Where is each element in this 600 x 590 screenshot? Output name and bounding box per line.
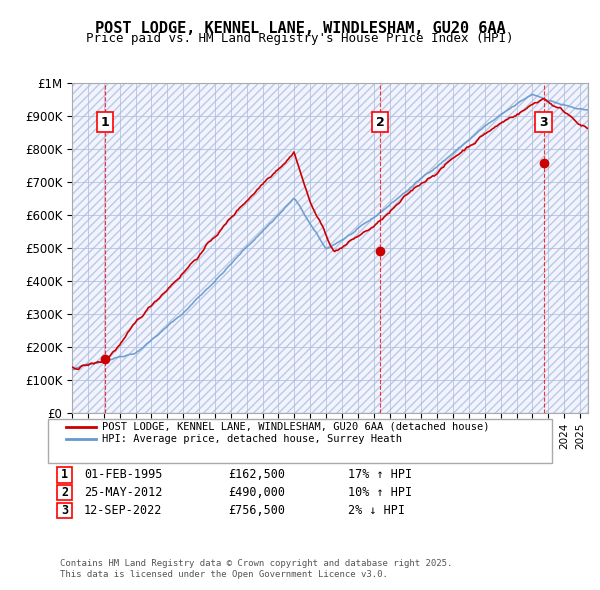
Text: 1: 1 — [101, 116, 109, 129]
Text: 2% ↓ HPI: 2% ↓ HPI — [348, 504, 405, 517]
Text: HPI: Average price, detached house, Surrey Heath: HPI: Average price, detached house, Surr… — [102, 434, 402, 444]
Text: 25-MAY-2012: 25-MAY-2012 — [84, 486, 163, 499]
Text: 1: 1 — [61, 468, 68, 481]
Text: £756,500: £756,500 — [228, 504, 285, 517]
Text: 17% ↑ HPI: 17% ↑ HPI — [348, 468, 412, 481]
Text: 3: 3 — [539, 116, 548, 129]
Text: 10% ↑ HPI: 10% ↑ HPI — [348, 486, 412, 499]
Text: £490,000: £490,000 — [228, 486, 285, 499]
Text: 2: 2 — [61, 486, 68, 499]
Text: 3: 3 — [61, 504, 68, 517]
Text: £162,500: £162,500 — [228, 468, 285, 481]
Text: 2: 2 — [376, 116, 385, 129]
Text: 01-FEB-1995: 01-FEB-1995 — [84, 468, 163, 481]
Text: This data is licensed under the Open Government Licence v3.0.: This data is licensed under the Open Gov… — [60, 570, 388, 579]
Text: Price paid vs. HM Land Registry's House Price Index (HPI): Price paid vs. HM Land Registry's House … — [86, 32, 514, 45]
Text: Contains HM Land Registry data © Crown copyright and database right 2025.: Contains HM Land Registry data © Crown c… — [60, 559, 452, 568]
Text: POST LODGE, KENNEL LANE, WINDLESHAM, GU20 6AA (detached house): POST LODGE, KENNEL LANE, WINDLESHAM, GU2… — [102, 422, 490, 431]
Text: POST LODGE, KENNEL LANE, WINDLESHAM, GU20 6AA: POST LODGE, KENNEL LANE, WINDLESHAM, GU2… — [95, 21, 505, 35]
Text: 12-SEP-2022: 12-SEP-2022 — [84, 504, 163, 517]
